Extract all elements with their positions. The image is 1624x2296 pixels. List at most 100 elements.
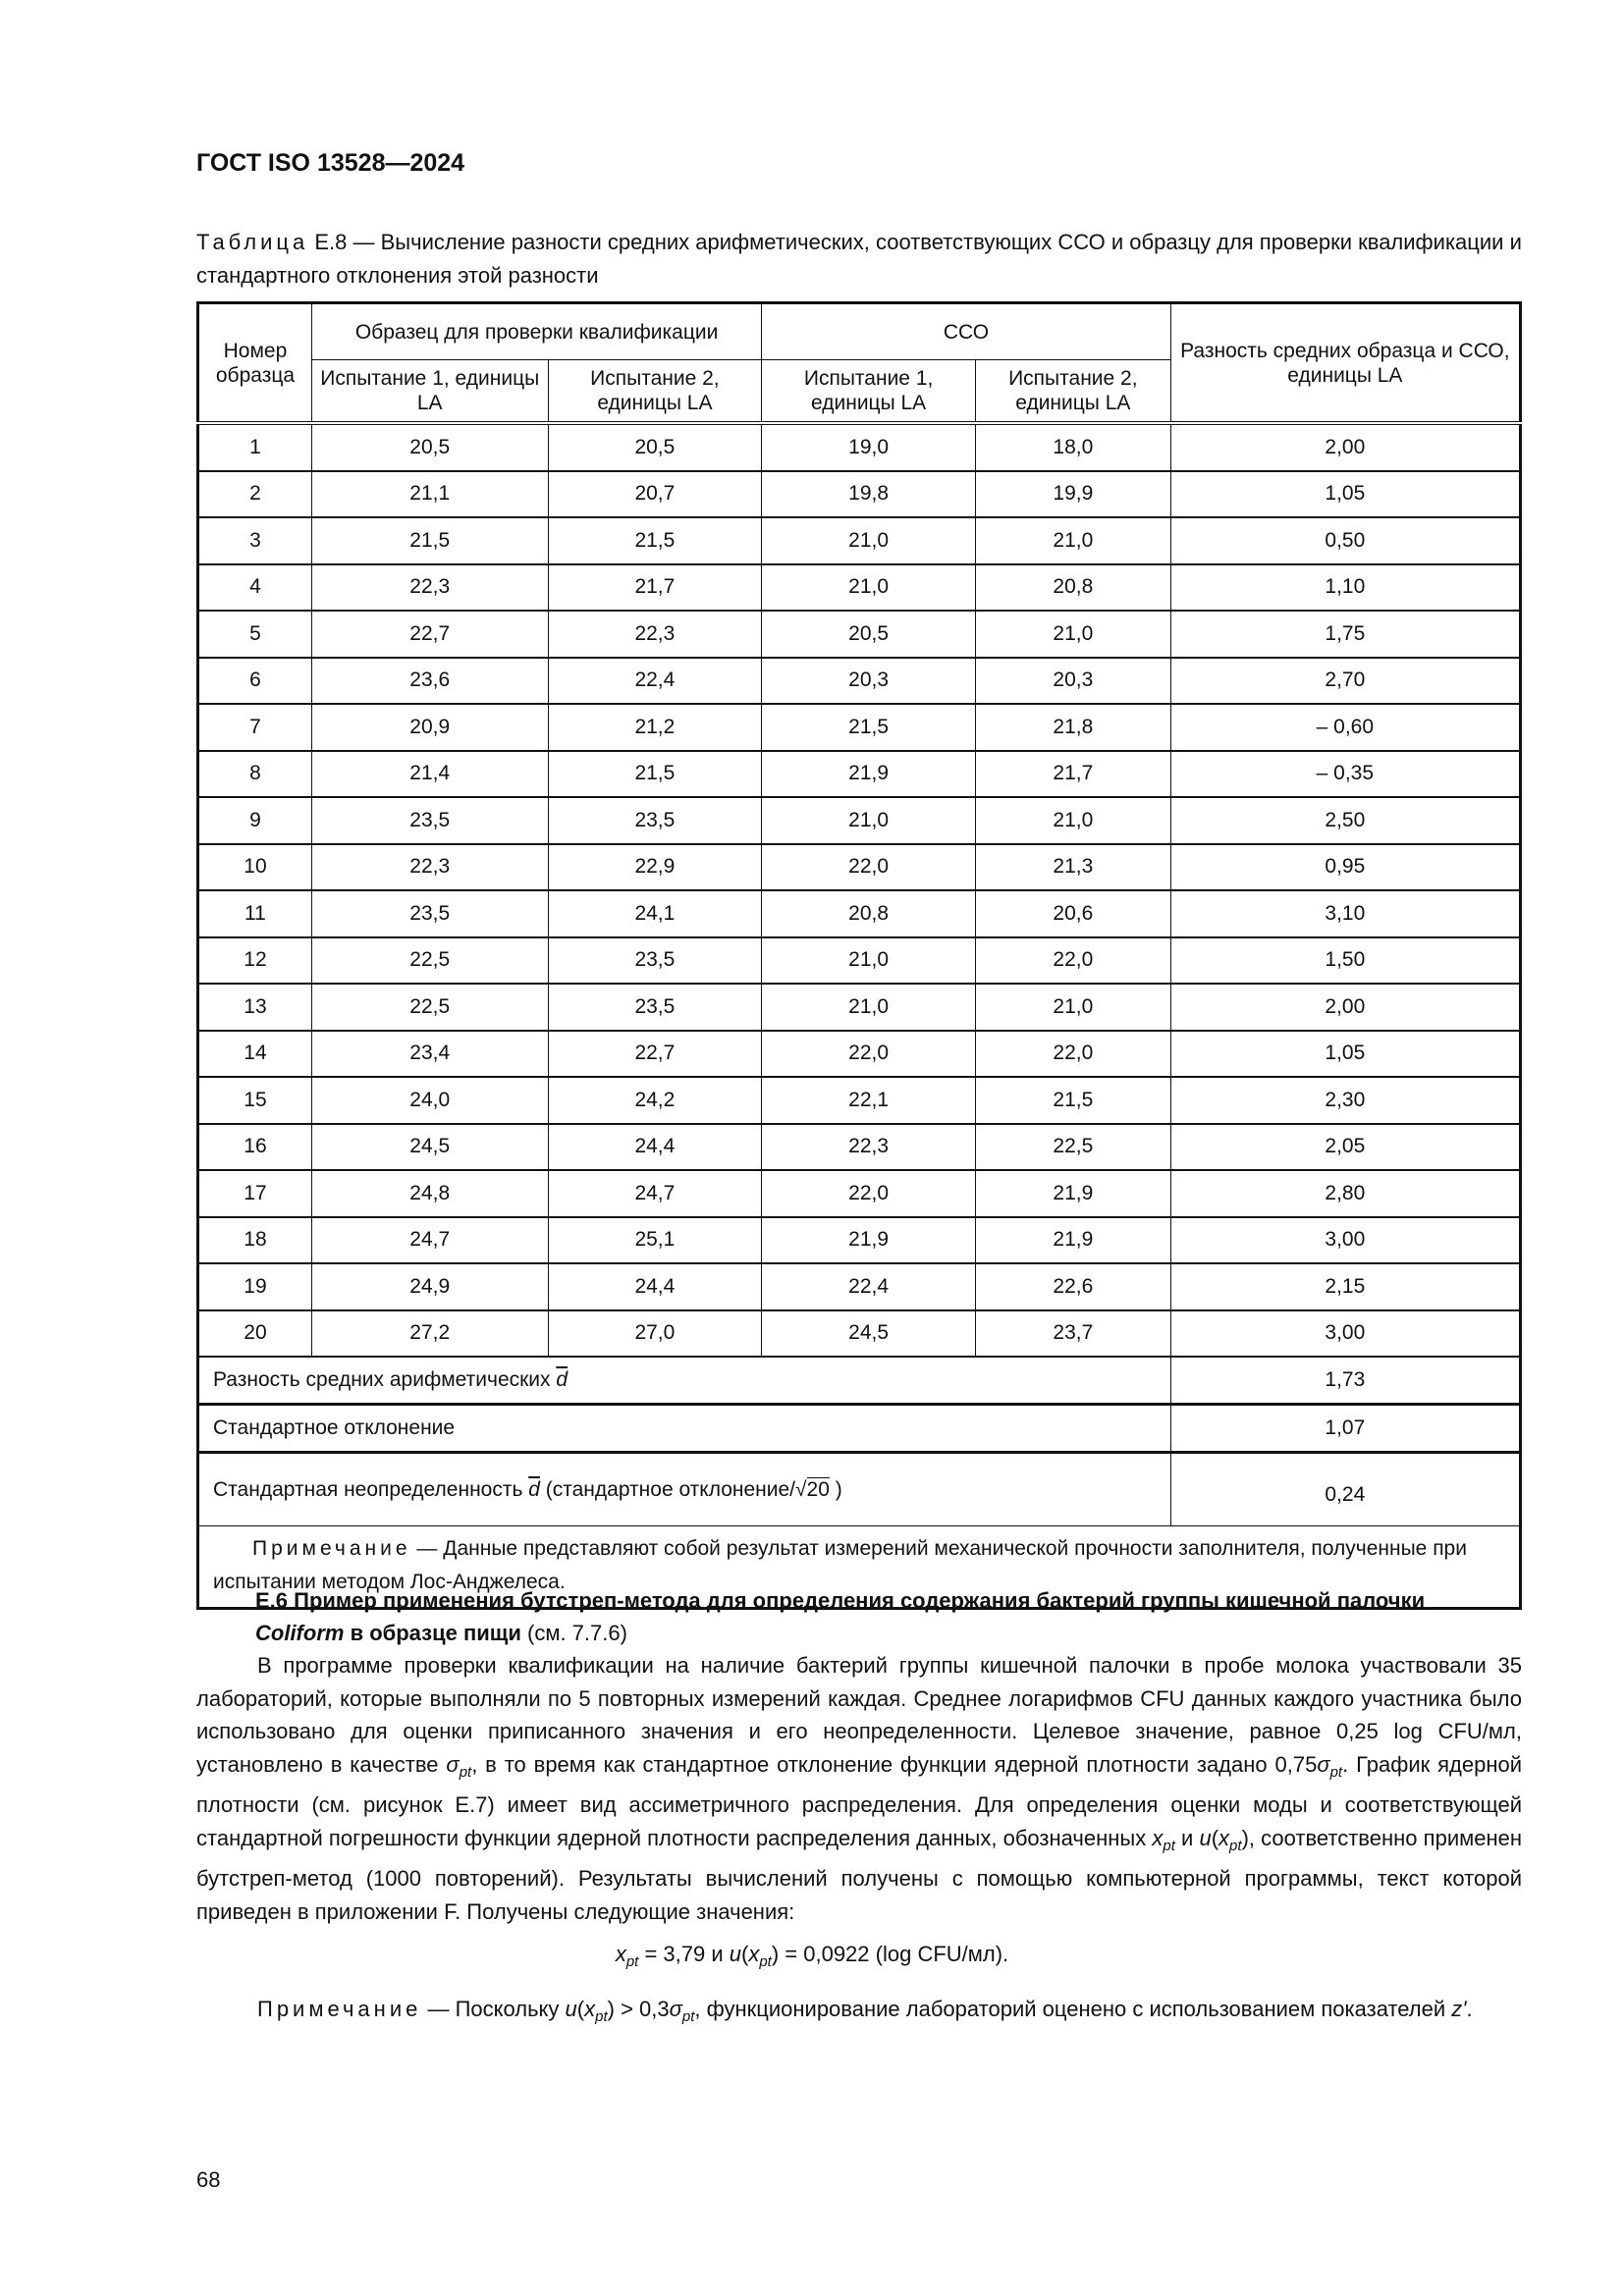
cell-diff: 2,80 [1169,1169,1522,1217]
cell-sample-no: 2 [197,470,312,518]
cell-pt-test2: 23,5 [547,796,763,844]
sd-value: 1,07 [1169,1404,1522,1453]
table-row: 15 24,0 24,2 22,1 21,5 2,30 [197,1076,1522,1124]
cell-cco-test2: 21,7 [974,750,1171,798]
cell-diff: 3,10 [1169,889,1522,937]
note-text: — Данные представляют собой результат из… [213,1537,1467,1593]
math-subscript: pt [1329,1763,1343,1781]
cell-pt-test1: 23,5 [310,796,549,844]
cell-sample-no: 5 [197,610,312,658]
cell-sample-no: 3 [197,516,312,564]
text-run: . График ядерной плотности (см. рисунок … [196,1751,1522,1850]
cell-cco-test1: 19,8 [761,470,976,518]
math-symbol: σ [1317,1751,1330,1777]
cell-pt-test2: 21,7 [547,563,763,612]
cell-cco-test2: 23,7 [974,1309,1171,1358]
cell-cco-test2: 21,0 [974,983,1171,1031]
cell-cco-test1: 22,0 [761,1169,976,1217]
uncertainty-label: Стандартная неопределенность d (стандарт… [197,1452,1171,1526]
cell-diff: 1,50 [1169,936,1522,985]
cell-pt-test2: 24,2 [547,1076,763,1124]
cell-diff: 3,00 [1169,1309,1522,1358]
table-row: 8 21,4 21,5 21,9 21,7– 0,35 [197,750,1522,798]
text-run: и [1174,1825,1200,1850]
cell-diff: 3,00 [1169,1216,1522,1264]
cell-sample-no: 15 [197,1076,312,1124]
cell-cco-test2: 19,9 [974,470,1171,518]
cell-cco-test2: 21,8 [974,703,1171,751]
math-subscript: pt [681,2008,695,2025]
math-symbol: u [565,1997,577,2021]
cell-pt-test2: 23,5 [547,983,763,1031]
math-subscript: pt [459,1763,472,1781]
table-row: 11 23,5 24,1 20,8 20,6 3,10 [197,889,1522,937]
cell-diff: – 0,35 [1169,750,1522,798]
cell-cco-test2: 22,5 [974,1123,1171,1171]
text-run: , в то время как стандартное отклонение … [471,1751,1318,1777]
cell-cco-test1: 22,4 [761,1262,976,1310]
math-subscript: pt [759,1953,772,1970]
cell-pt-test1: 24,0 [310,1076,549,1124]
text-run: ( [741,1942,749,1966]
cell-sample-no: 1 [197,422,312,471]
cell-pt-test1: 23,4 [310,1030,549,1078]
cell-pt-test1: 22,3 [310,563,549,612]
cell-pt-test1: 22,7 [310,610,549,658]
cell-pt-test2: 23,5 [547,936,763,985]
math-symbol: x [584,1997,596,2021]
text-run: В программе проверки квалификации на нал… [196,1653,1522,1777]
math-symbol: x [748,1942,760,1966]
cell-cco-test2: 21,3 [974,843,1171,891]
cell-diff: 1,05 [1169,470,1522,518]
table-row: 17 24,8 24,7 22,0 21,9 2,80 [197,1169,1522,1217]
table-row: 7 20,9 21,2 21,5 21,8– 0,60 [197,703,1522,751]
math-symbol: z' [1451,1997,1467,2021]
cell-sample-no: 9 [197,796,312,844]
cell-pt-test1: 24,5 [310,1123,549,1171]
table-row: 20 27,2 27,0 24,5 23,7 3,00 [197,1309,1522,1358]
cell-cco-test1: 22,0 [761,843,976,891]
text-run: — Поскольку [421,1997,566,2021]
cell-sample-no: 11 [197,889,312,937]
cell-diff: 2,00 [1169,983,1522,1031]
cell-cco-test1: 20,3 [761,657,976,705]
table-row: 2 21,1 20,7 19,8 19,9 1,05 [197,470,1522,518]
cell-pt-test2: 27,0 [547,1309,763,1358]
cell-sample-no: 7 [197,703,312,751]
cell-cco-test2: 20,6 [974,889,1171,937]
cell-cco-test1: 24,5 [761,1309,976,1358]
cell-sample-no: 4 [197,563,312,612]
cell-diff: 2,50 [1169,796,1522,844]
cell-pt-test1: 24,7 [310,1216,549,1264]
cell-cco-test2: 20,3 [974,657,1171,705]
cell-pt-test1: 20,5 [310,422,549,471]
caption-text: Е.8 — Вычисление разности средних арифме… [196,230,1522,288]
page-number: 68 [196,2167,221,2192]
cell-pt-test2: 20,7 [547,470,763,518]
cell-pt-test1: 22,3 [310,843,549,891]
cell-pt-test1: 23,5 [310,889,549,937]
cell-pt-test1: 22,5 [310,983,549,1031]
d-bar-symbol: d [528,1477,540,1501]
cell-cco-test1: 22,1 [761,1076,976,1124]
cell-pt-test2: 24,4 [547,1123,763,1171]
cell-cco-test1: 21,0 [761,563,976,612]
math-symbol: σ [446,1751,460,1777]
math-symbol: u [729,1942,741,1966]
cell-diff: 1,75 [1169,610,1522,658]
cell-cco-test1: 20,5 [761,610,976,658]
cell-pt-test1: 21,4 [310,750,549,798]
cell-cco-test1: 21,5 [761,703,976,751]
cell-diff: – 0,60 [1169,703,1522,751]
math-subscript: pt [625,1953,639,1970]
cell-pt-test1: 24,8 [310,1169,549,1217]
cell-sample-no: 10 [197,843,312,891]
cell-cco-test2: 21,0 [974,610,1171,658]
data-table: Номер образца Образец для проверки квали… [196,301,1522,1610]
table-row: 10 22,3 22,9 22,0 21,3 0,95 [197,843,1522,891]
cell-diff: 2,00 [1169,422,1522,471]
mean-diff-value: 1,73 [1169,1356,1522,1405]
text-run: ) > 0,3 [607,1997,670,2021]
text-run: ( [1211,1825,1219,1850]
sqrt-argument: 20 [806,1476,830,1501]
